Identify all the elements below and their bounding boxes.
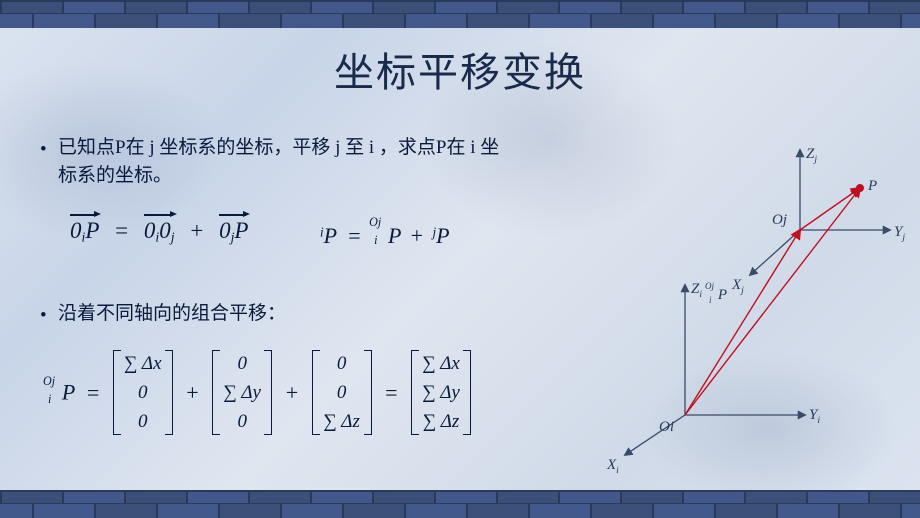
axis-label: OjiOP: [707, 287, 727, 304]
bullet-2-text: 沿着不同轴向的组合平移：: [58, 303, 286, 324]
border-top: [0, 0, 920, 28]
axis-label: Xi: [607, 457, 619, 476]
axis-label: Yi: [809, 407, 820, 426]
equation-short: iP = Oj i O P + jP: [320, 223, 450, 249]
axis-label: Yj: [894, 224, 905, 243]
equation-matrix: Oj i O P = ∑ Δx 0 0 + 0 ∑ Δy 0 + 0 0 ∑ Δ…: [46, 350, 473, 435]
bullet-1: • 已知点P在 j 坐标系的坐标，平移 j 至 i ，求点P在 i 坐标系的坐标…: [58, 134, 518, 189]
axis-label: Xj: [732, 277, 744, 296]
bullet-2: • 沿着不同轴向的组合平移：: [58, 300, 518, 328]
bullet-1-text: 已知点P在 j 坐标系的坐标，平移 j 至 i ，求点P在 i 坐标系的坐标。: [58, 137, 499, 186]
axis-label: Oi: [659, 419, 674, 436]
coordinate-diagram: ZjYjXjZiYiXiPOjOiOjiOP: [580, 130, 900, 460]
border-bottom: [0, 490, 920, 518]
matrix-4: ∑ Δx ∑ Δy ∑ Δz: [411, 350, 471, 435]
axis-label: Zj: [806, 146, 817, 165]
equation-vector: 0iP = 0i0j + 0jP: [70, 218, 248, 245]
slide-title: 坐标平移变换: [0, 40, 920, 98]
axis-label: P: [868, 178, 877, 195]
axis-label: Zi: [691, 281, 702, 300]
axis-label: Oj: [772, 212, 787, 229]
matrix-2: 0 ∑ Δy 0: [212, 350, 272, 435]
matrix-1: ∑ Δx 0 0: [113, 350, 173, 435]
matrix-3: 0 0 ∑ Δz: [312, 350, 372, 435]
